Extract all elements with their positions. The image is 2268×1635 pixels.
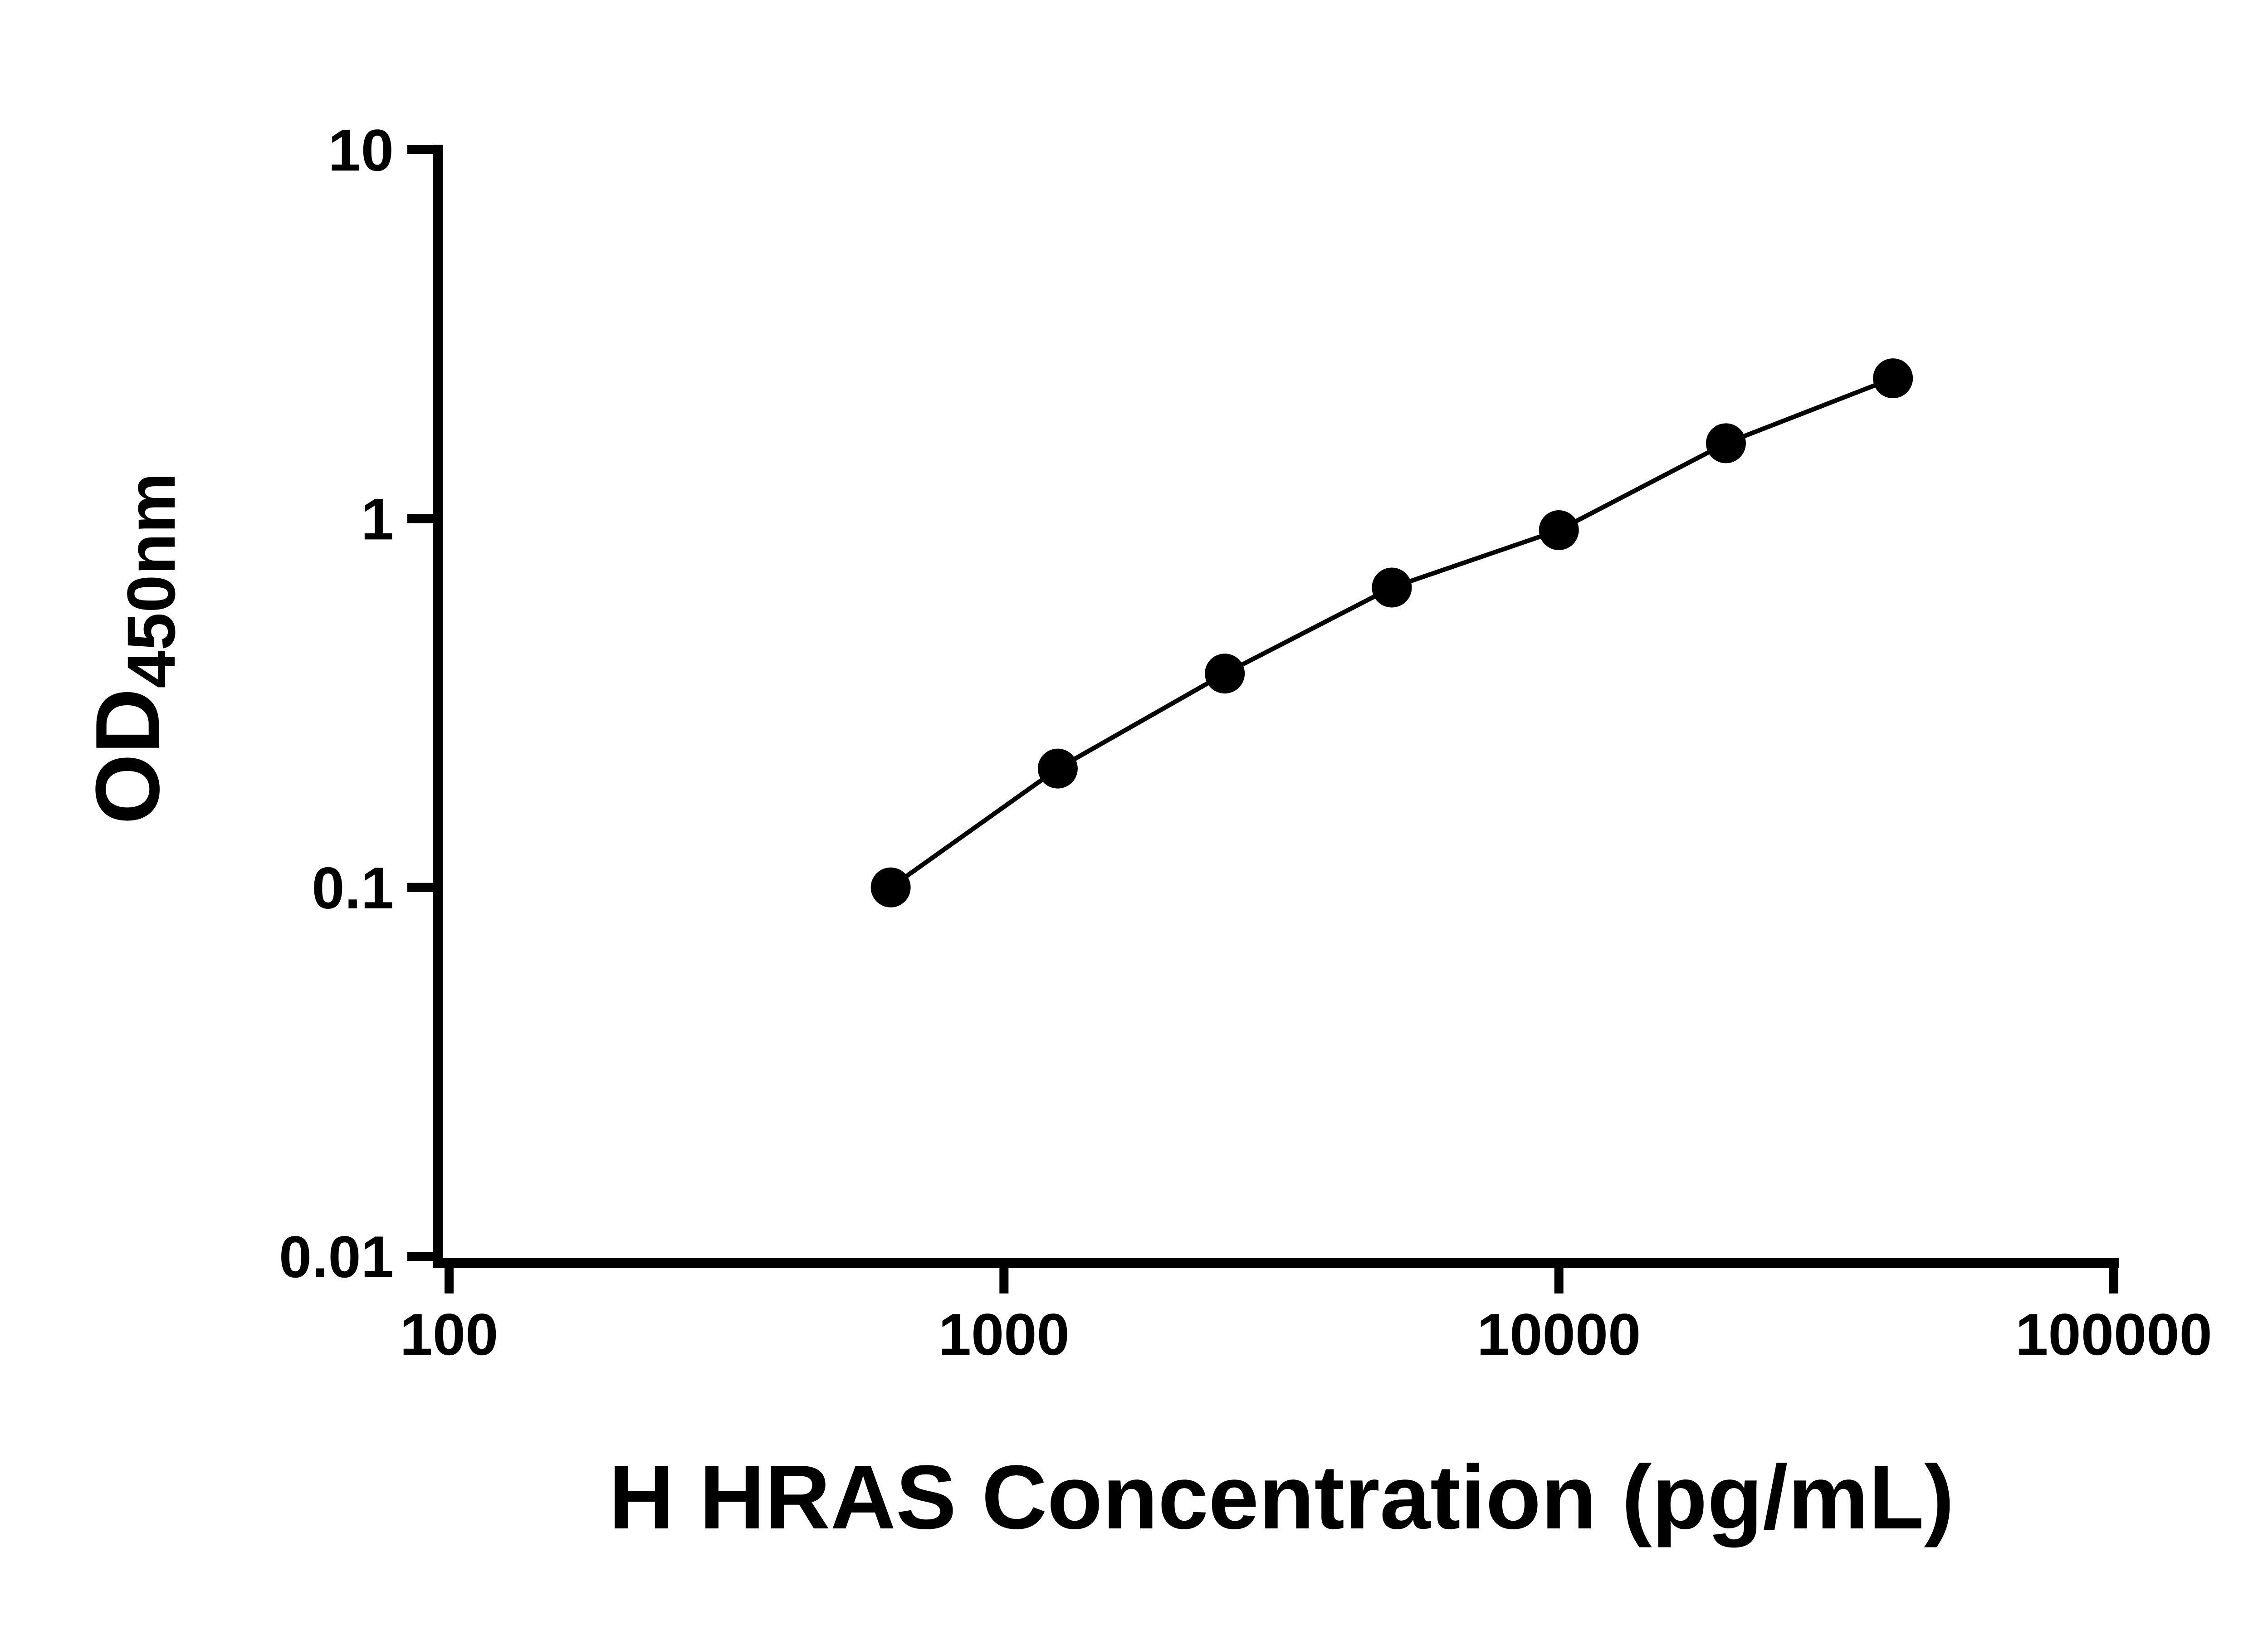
x-tick-label: 100 xyxy=(400,1301,499,1367)
axes xyxy=(433,145,2119,1268)
x-tick-label: 100000 xyxy=(2015,1301,2212,1367)
y-axis-title: OD450nm xyxy=(77,473,189,824)
y-axis-ticks: 0.01 0.1 1 10 xyxy=(279,117,433,1290)
data-point-marker xyxy=(1873,358,1913,399)
data-point-marker xyxy=(1706,423,1746,464)
x-axis-ticks: 100 1000 10000 100000 xyxy=(400,1268,2212,1367)
data-point-marker xyxy=(870,867,911,908)
fit-curve-line xyxy=(889,376,1894,889)
y-tick-label: 0.1 xyxy=(312,855,394,921)
data-point-marker xyxy=(1372,567,1412,608)
data-point-marker xyxy=(1205,654,1245,694)
y-axis-title-main: OD xyxy=(77,688,178,825)
data-series xyxy=(870,358,1913,908)
data-point-marker xyxy=(1539,510,1579,550)
x-axis-title: H HRAS Concentration (pg/mL) xyxy=(609,1447,1955,1548)
y-axis-title-subscript: 450nm xyxy=(113,473,189,688)
y-tick-label: 0.01 xyxy=(279,1224,394,1290)
y-tick-label: 1 xyxy=(361,486,394,552)
y-tick-label: 10 xyxy=(328,117,394,183)
data-point-marker xyxy=(1037,748,1078,789)
x-tick-label: 1000 xyxy=(938,1301,1070,1367)
x-tick-label: 10000 xyxy=(1477,1301,1641,1367)
